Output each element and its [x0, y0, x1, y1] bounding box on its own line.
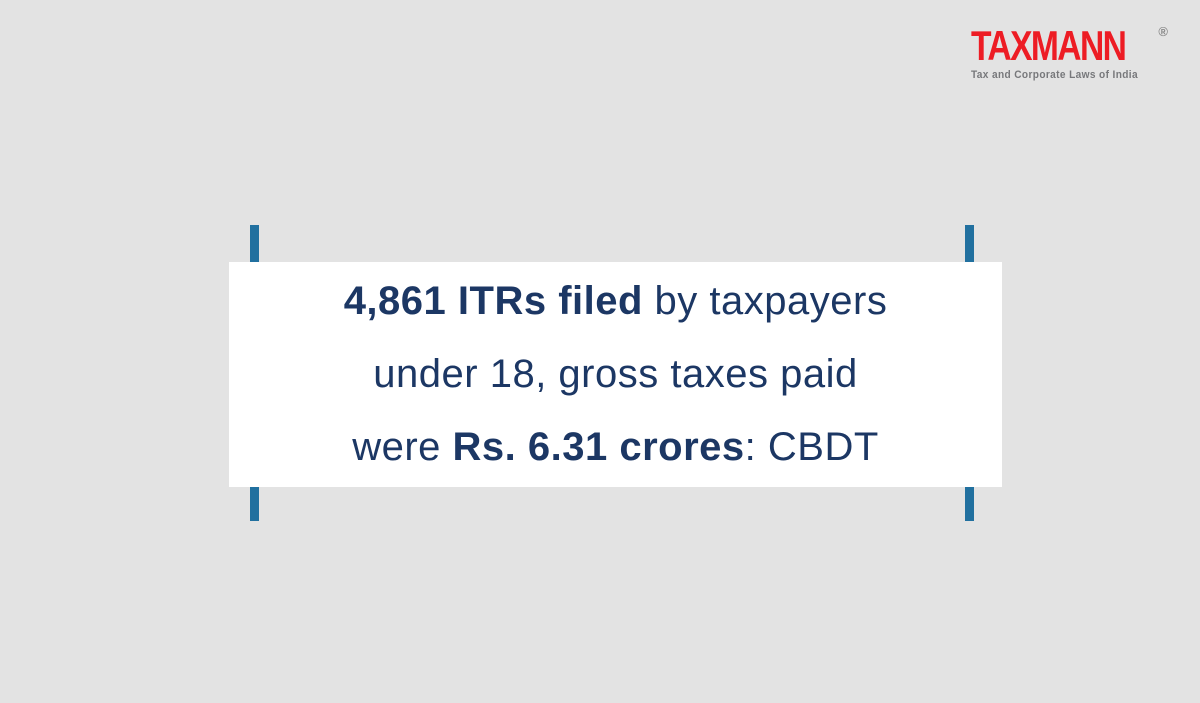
- taxmann-wordmark: TAXMANN: [971, 22, 1127, 69]
- headline-line-3-bold: Rs. 6.31 crores: [452, 425, 745, 469]
- headline-line-1-bold: 4,861 ITRs filed: [343, 279, 643, 323]
- headline-line-3: were Rs. 6.31 crores: CBDT: [352, 411, 879, 484]
- headline-line-3-pre: were: [352, 425, 453, 469]
- taxmann-tagline: Tax and Corporate Laws of India: [971, 69, 1138, 81]
- headline-line-2-text: under 18, gross taxes paid: [373, 352, 858, 396]
- registered-trademark-icon: ®: [1158, 24, 1168, 39]
- taxmann-logo: TAXMANN ® Tax and Corporate Laws of Indi…: [971, 22, 1168, 82]
- headline-line-3-post: : CBDT: [744, 425, 879, 469]
- headline-line-2: under 18, gross taxes paid: [373, 338, 857, 411]
- headline-line-1: 4,861 ITRs filed by taxpayers: [344, 265, 888, 338]
- headline-card: 4,861 ITRs filed by taxpayers under 18, …: [229, 262, 1002, 487]
- headline-line-1-rest: by taxpayers: [642, 279, 888, 323]
